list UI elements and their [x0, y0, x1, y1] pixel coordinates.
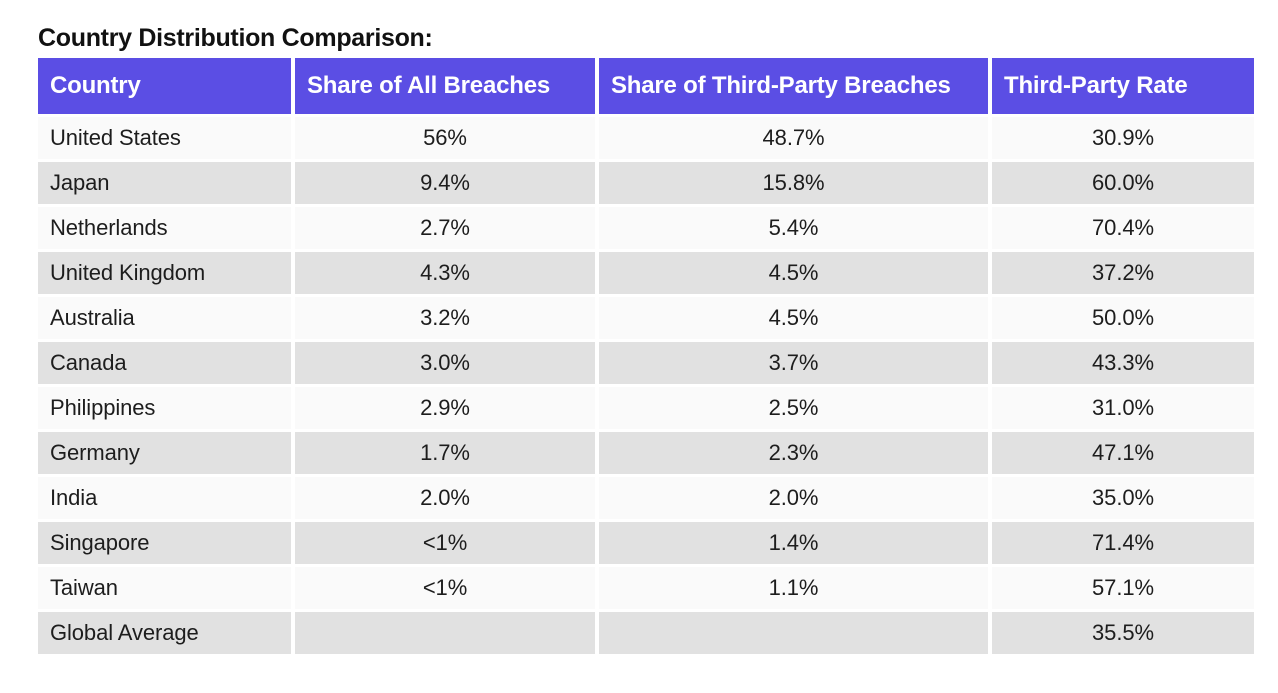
value-cell: 60.0%: [992, 162, 1254, 204]
country-cell: Taiwan: [38, 567, 291, 609]
value-cell: 2.0%: [295, 477, 595, 519]
value-cell: 37.2%: [992, 252, 1254, 294]
country-cell: Global Average: [38, 612, 291, 654]
value-cell: 30.9%: [992, 117, 1254, 159]
value-cell: 70.4%: [992, 207, 1254, 249]
country-cell: India: [38, 477, 291, 519]
value-cell: 48.7%: [599, 117, 988, 159]
table-row-australia: Australia 3.2% 4.5% 50.0%: [38, 297, 1254, 339]
value-cell: 47.1%: [992, 432, 1254, 474]
table-row-canada: Canada 3.0% 3.7% 43.3%: [38, 342, 1254, 384]
page-title: Country Distribution Comparison:: [38, 24, 433, 52]
value-cell: 15.8%: [599, 162, 988, 204]
country-cell: Japan: [38, 162, 291, 204]
value-cell: 35.0%: [992, 477, 1254, 519]
value-cell: 2.7%: [295, 207, 595, 249]
table-row-singapore: Singapore <1% 1.4% 71.4%: [38, 522, 1254, 564]
table-row-netherlands: Netherlands 2.7% 5.4% 70.4%: [38, 207, 1254, 249]
value-cell: 1.4%: [599, 522, 988, 564]
column-header-third-party-rate: Third-Party Rate: [992, 58, 1254, 114]
value-cell: [295, 612, 595, 654]
column-header-share-of-third-party-breaches: Share of Third-Party Breaches: [599, 58, 988, 114]
value-cell: 2.0%: [599, 477, 988, 519]
value-cell: [599, 612, 988, 654]
value-cell: 57.1%: [992, 567, 1254, 609]
value-cell: 9.4%: [295, 162, 595, 204]
value-cell: 1.1%: [599, 567, 988, 609]
country-distribution-table: Country Share of All Breaches Share of Thi…: [34, 55, 1258, 657]
country-cell: Philippines: [38, 387, 291, 429]
value-cell: 5.4%: [599, 207, 988, 249]
table-row-germany: Germany 1.7% 2.3% 47.1%: [38, 432, 1254, 474]
country-cell: United Kingdom: [38, 252, 291, 294]
table-row-global-average: Global Average 35.5%: [38, 612, 1254, 654]
value-cell: 1.7%: [295, 432, 595, 474]
column-header-share-of-all-breaches: Share of All Breaches: [295, 58, 595, 114]
value-cell: <1%: [295, 567, 595, 609]
value-cell: <1%: [295, 522, 595, 564]
table-row-india: India 2.0% 2.0% 35.0%: [38, 477, 1254, 519]
value-cell: 31.0%: [992, 387, 1254, 429]
value-cell: 2.9%: [295, 387, 595, 429]
table-row-united-kingdom: United Kingdom 4.3% 4.5% 37.2%: [38, 252, 1254, 294]
value-cell: 56%: [295, 117, 595, 159]
value-cell: 4.5%: [599, 297, 988, 339]
value-cell: 50.0%: [992, 297, 1254, 339]
value-cell: 71.4%: [992, 522, 1254, 564]
value-cell: 4.5%: [599, 252, 988, 294]
country-cell: Singapore: [38, 522, 291, 564]
country-cell: Netherlands: [38, 207, 291, 249]
country-cell: United States: [38, 117, 291, 159]
country-cell: Germany: [38, 432, 291, 474]
value-cell: 2.3%: [599, 432, 988, 474]
table-row-taiwan: Taiwan <1% 1.1% 57.1%: [38, 567, 1254, 609]
value-cell: 4.3%: [295, 252, 595, 294]
value-cell: 3.0%: [295, 342, 595, 384]
value-cell: 2.5%: [599, 387, 988, 429]
country-cell: Australia: [38, 297, 291, 339]
table-row-philippines: Philippines 2.9% 2.5% 31.0%: [38, 387, 1254, 429]
country-cell: Canada: [38, 342, 291, 384]
column-header-country: Country: [38, 58, 291, 114]
value-cell: 3.7%: [599, 342, 988, 384]
table-header-row: Country Share of All Breaches Share of Thi…: [38, 58, 1254, 114]
table-row-japan: Japan 9.4% 15.8% 60.0%: [38, 162, 1254, 204]
value-cell: 3.2%: [295, 297, 595, 339]
value-cell: 43.3%: [992, 342, 1254, 384]
value-cell: 35.5%: [992, 612, 1254, 654]
table-row-united-states: United States 56% 48.7% 30.9%: [38, 117, 1254, 159]
